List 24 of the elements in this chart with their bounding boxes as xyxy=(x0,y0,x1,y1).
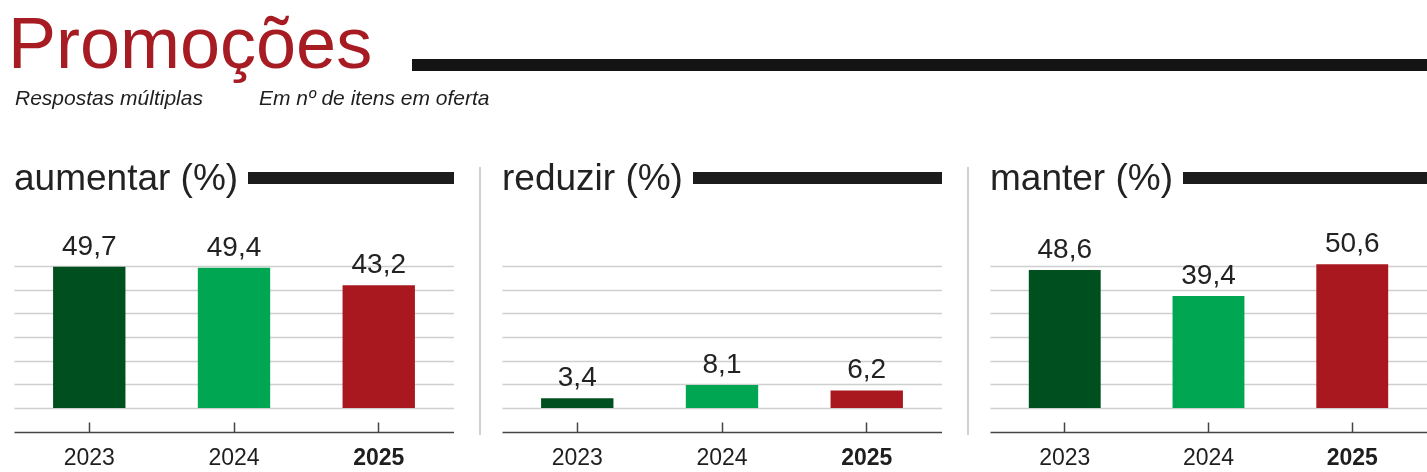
data-label: 49,4 xyxy=(206,230,262,262)
data-label: 3,4 xyxy=(557,361,597,393)
x-tick-label: 2024 xyxy=(1182,443,1235,470)
data-label: 48,6 xyxy=(1037,232,1092,264)
chart-title: reduzir (%) xyxy=(502,156,683,200)
x-tick-label: 2025 xyxy=(841,443,893,470)
data-label: 39,4 xyxy=(1181,259,1236,291)
x-tick-label: 2025 xyxy=(353,443,405,470)
text: Respostas múltiplas xyxy=(15,85,203,111)
chart-title: aumentar (%) xyxy=(14,156,239,200)
data-label: 8,1 xyxy=(702,348,742,379)
x-tick-label: 2023 xyxy=(1039,443,1091,470)
data-label: 49,7 xyxy=(62,229,117,261)
data-label: 50,6 xyxy=(1325,227,1380,259)
text: Promoções xyxy=(8,3,373,83)
x-tick-label: 2024 xyxy=(208,443,260,470)
data-label: 43,2 xyxy=(351,248,406,280)
x-tick-label: 2023 xyxy=(63,443,115,470)
x-tick-label: 2023 xyxy=(551,443,603,470)
text: Em nº de itens em oferta xyxy=(258,85,490,111)
data-label: 6,2 xyxy=(847,353,887,385)
chart-title: manter (%) xyxy=(990,156,1173,200)
x-tick-label: 2024 xyxy=(696,443,748,470)
x-tick-label: 2025 xyxy=(1326,443,1379,470)
